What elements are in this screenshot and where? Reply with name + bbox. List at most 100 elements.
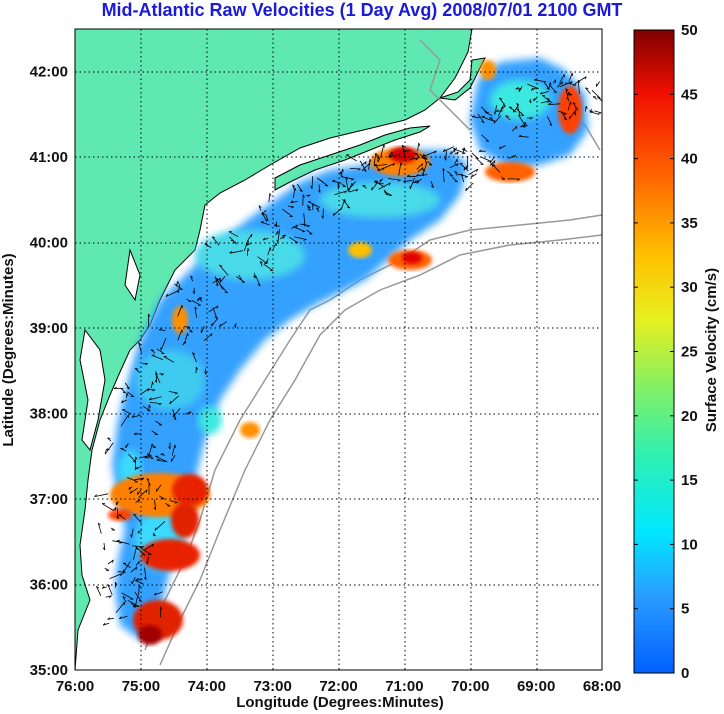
velocity-arrow	[430, 181, 434, 188]
velocity-arrowhead	[476, 168, 479, 172]
velocity-arrow	[258, 205, 262, 211]
velocity-arrow	[128, 453, 137, 463]
velocity-arrowhead	[416, 181, 420, 184]
velocity-arrowhead	[324, 185, 328, 187]
velocity-arrow	[584, 105, 587, 112]
velocity-arrowhead	[520, 124, 524, 128]
velocity-arrow	[287, 205, 294, 208]
velocity-arrow	[259, 261, 263, 267]
velocity-arrowhead	[216, 305, 219, 309]
velocity-arrow	[359, 160, 367, 172]
velocity-arrowhead	[214, 316, 218, 319]
velocity-arrowhead	[418, 142, 421, 146]
velocity-arrowhead	[259, 260, 263, 264]
velocity-arrow	[151, 354, 164, 361]
velocity-arrowhead	[454, 180, 458, 183]
velocity-arrow	[151, 430, 158, 435]
velocity-arrowhead	[148, 404, 151, 408]
velocity-arrow	[228, 231, 239, 238]
velocity-arrow	[134, 591, 142, 602]
velocity-arrowhead	[546, 98, 550, 100]
velocity-arrow	[591, 90, 601, 99]
velocity-arrow	[172, 409, 177, 421]
velocity-arrowhead	[216, 277, 220, 281]
velocity-arrow	[468, 168, 479, 176]
velocity-arrowhead	[135, 466, 138, 470]
velocity-arrowhead	[421, 167, 424, 171]
velocity-arrow	[177, 329, 183, 341]
velocity-arrow	[246, 248, 249, 256]
velocity-arrowhead	[515, 87, 519, 90]
velocity-arrow	[452, 177, 458, 183]
velocity-arrow	[520, 125, 529, 128]
velocity-arrowhead	[261, 211, 263, 215]
velocity-arrowhead	[212, 236, 216, 239]
velocity-arrow	[160, 337, 167, 351]
velocity-arrow	[494, 105, 497, 115]
velocity-arrowhead	[498, 146, 502, 150]
velocity-arrowhead	[135, 566, 138, 570]
velocity-arrowhead	[176, 289, 179, 294]
velocity-arrow	[262, 237, 269, 241]
velocity-arrowhead	[210, 333, 213, 337]
velocity-arrow	[149, 402, 162, 404]
velocity-arrow	[373, 163, 381, 172]
velocity-arrowhead	[269, 193, 272, 197]
y-tick-label: 41:00	[30, 149, 68, 166]
velocity-arrow	[378, 167, 385, 171]
velocity-arrowhead	[421, 157, 425, 159]
velocity-arrow	[127, 599, 140, 607]
velocity-arrowhead	[96, 585, 100, 589]
velocity-arrow	[191, 300, 201, 306]
x-tick-label: 72:00	[319, 678, 357, 695]
velocity-arrowhead	[403, 179, 406, 183]
plot-frame	[74, 28, 603, 671]
velocity-arrow	[150, 381, 153, 389]
velocity-arrowhead	[371, 187, 373, 191]
velocity-arrowhead	[230, 239, 234, 242]
velocity-arrow	[574, 76, 587, 84]
velocity-arrow	[103, 622, 110, 626]
velocity-arrowhead	[442, 168, 446, 172]
velocity-arrow	[282, 208, 293, 218]
velocity-arrow	[133, 433, 142, 435]
velocity-arrow	[146, 478, 150, 484]
colorbar-tick-label: 35	[681, 215, 698, 232]
velocity-arrowhead	[465, 166, 468, 170]
velocity-arrowhead	[401, 144, 405, 148]
velocity-arrowhead	[406, 174, 410, 177]
velocity-arrow	[148, 443, 153, 457]
velocity-arrowhead	[144, 363, 148, 366]
velocity-arrow	[577, 80, 580, 94]
colorbar-tick-label: 45	[681, 86, 698, 103]
velocity-arrow	[414, 178, 422, 183]
colorbar-tick-label: 30	[681, 279, 698, 296]
velocity-arrow	[489, 117, 495, 122]
velocity-arrowhead	[347, 187, 349, 191]
velocity-arrow	[205, 368, 207, 375]
velocity-arrow	[131, 414, 141, 418]
velocity-arrowhead	[94, 494, 98, 497]
velocity-arrow	[371, 181, 379, 191]
velocity-arrow	[416, 163, 423, 170]
velocity-arrow	[540, 90, 549, 95]
velocity-arrowhead	[299, 189, 303, 192]
velocity-arrow	[560, 111, 568, 121]
velocity-arrow	[169, 395, 179, 405]
velocity-arrowhead	[397, 179, 401, 182]
velocity-arrow	[485, 112, 493, 117]
velocity-arrow	[130, 566, 138, 573]
velocity-arrowhead	[454, 170, 458, 174]
velocity-arrow	[96, 586, 102, 596]
velocity-arrow	[480, 156, 491, 162]
velocity-arrow	[137, 489, 142, 495]
velocity-arrowhead	[122, 571, 126, 574]
velocity-vectors	[94, 72, 602, 626]
bay-water	[79, 248, 141, 452]
velocity-arrow	[294, 236, 307, 240]
velocity-arrow	[144, 567, 147, 580]
velocity-arrowhead	[493, 120, 496, 124]
velocity-arrow	[567, 101, 571, 111]
velocity-arrow	[383, 189, 389, 196]
velocity-arrowhead	[302, 194, 305, 198]
